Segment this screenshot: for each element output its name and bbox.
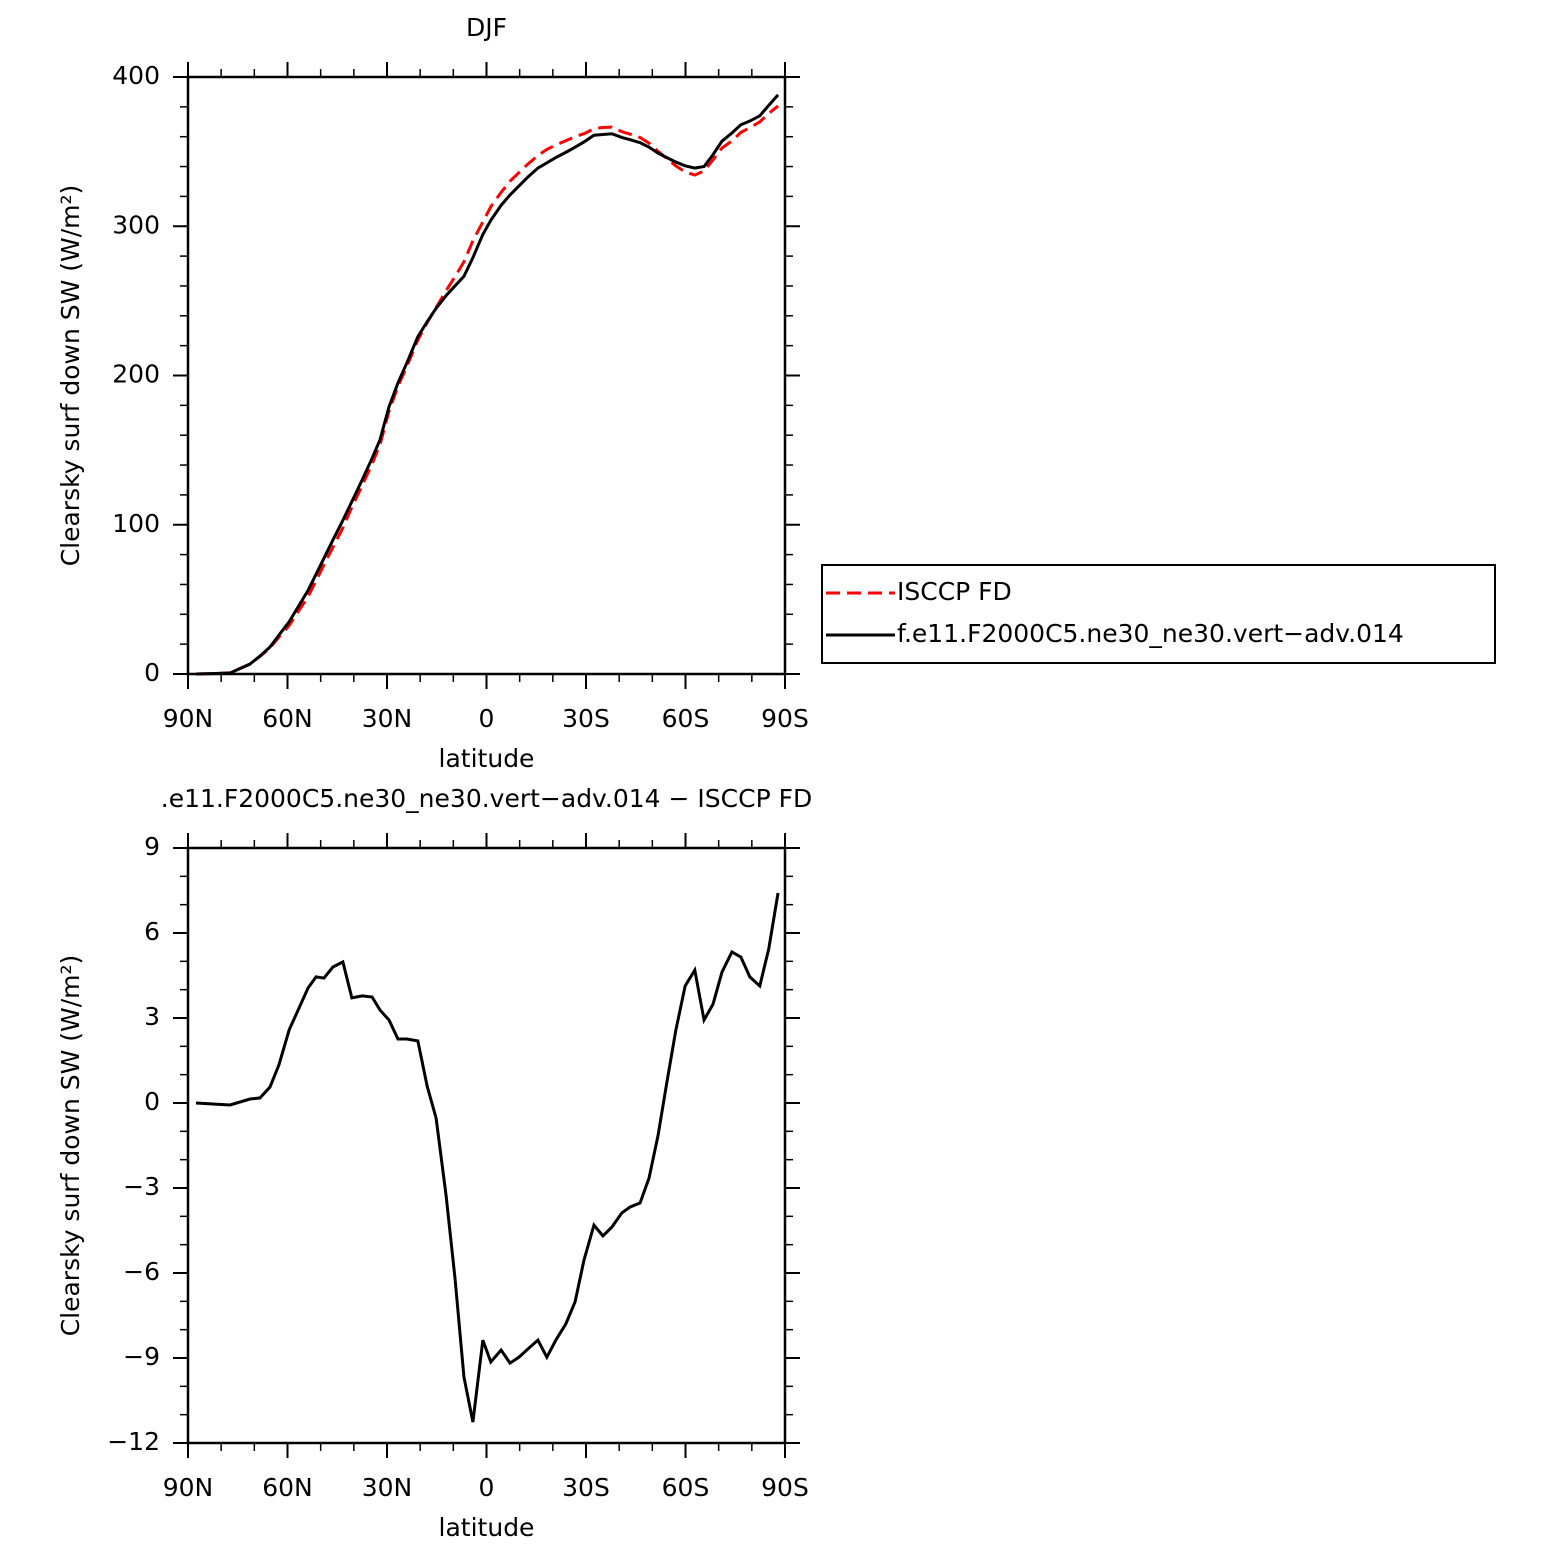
chart-title: DJF (466, 13, 507, 42)
chart-title: .e11.F2000C5.ne30_ne30.vert−adv.014 − IS… (161, 784, 812, 813)
y-tick-label: 6 (144, 917, 160, 946)
y-tick-label: 100 (112, 509, 160, 538)
y-tick-label: 0 (144, 658, 160, 687)
x-tick-label: 60S (662, 1473, 710, 1502)
x-axis-label: latitude (439, 744, 535, 773)
legend-label: f.e11.F2000C5.ne30_ne30.vert−adv.014 (897, 619, 1404, 648)
y-tick-label: 9 (144, 832, 160, 861)
y-tick-label: 400 (112, 61, 160, 90)
x-tick-label: 90S (761, 704, 809, 733)
y-tick-label: 0 (144, 1087, 160, 1116)
x-tick-label: 60N (262, 704, 313, 733)
y-tick-label: 3 (144, 1002, 160, 1031)
y-tick-label: −6 (123, 1257, 160, 1286)
x-tick-label: 0 (479, 704, 495, 733)
legend-box (821, 564, 1496, 664)
x-tick-label: 30S (562, 1473, 610, 1502)
y-tick-label: −9 (123, 1342, 160, 1371)
legend-label: ISCCP FD (897, 577, 1012, 606)
x-tick-label: 90N (163, 704, 214, 733)
y-tick-label: 300 (112, 210, 160, 239)
x-axis-label: latitude (439, 1513, 535, 1542)
x-tick-label: 90S (761, 1473, 809, 1502)
x-tick-label: 60N (262, 1473, 313, 1502)
data-line (195, 892, 780, 1423)
x-tick-label: 90N (163, 1473, 214, 1502)
y-tick-label: 200 (112, 360, 160, 389)
y-axis-label: Clearsky surf down SW (W/m²) (56, 955, 85, 1337)
x-tick-label: 60S (662, 704, 710, 733)
x-tick-label: 0 (479, 1473, 495, 1502)
data-line (195, 104, 779, 676)
x-tick-label: 30S (562, 704, 610, 733)
data-line (195, 93, 780, 676)
x-tick-label: 30N (362, 704, 413, 733)
x-tick-label: 30N (362, 1473, 413, 1502)
y-axis-label: Clearsky surf down SW (W/m²) (56, 185, 85, 567)
y-tick-label: −12 (107, 1427, 160, 1456)
y-tick-label: −3 (123, 1172, 160, 1201)
